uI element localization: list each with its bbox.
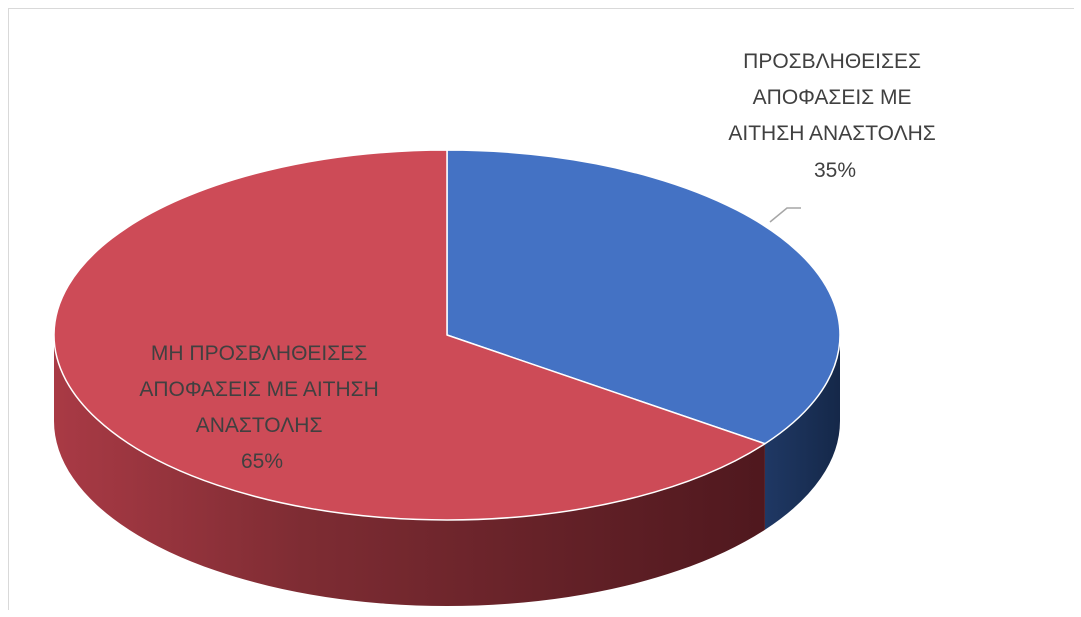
data-label-slice-2-line-2: ΑΠΟΦΑΣΕΙΣ ΜΕ ΑΙΤΗΣΗ [139, 378, 378, 401]
data-label-slice-2-percent: 65% [241, 450, 283, 473]
data-label-slice-1-percent: 35% [814, 159, 856, 182]
data-label-slice-2: ΜΗ ΠΡΟΣΒΛΗΘΕΙΣΕΣ ΑΠΟΦΑΣΕΙΣ ΜΕ ΑΙΤΗΣΗ ΑΝΑ… [139, 342, 384, 473]
pie-slice-2 [53, 149, 766, 521]
pie-side-1 [764, 335, 840, 530]
pie-slice-1 [446, 149, 841, 445]
data-label-slice-1-line-1: ΠΡΟΣΒΛΗΘΕΙΣΕΣ [743, 50, 921, 73]
data-label-slice-1-line-2: ΑΠΟΦΑΣΕΙΣ ΜΕ [753, 86, 912, 109]
data-label-slice-1-line-3: ΑΙΤΗΣΗ ΑΝΑΣΤΟΛΗΣ [728, 122, 935, 145]
pie-side-2 [54, 335, 765, 606]
data-label-slice-1: ΠΡΟΣΒΛΗΘΕΙΣΕΣ ΑΠΟΦΑΣΕΙΣ ΜΕ ΑΙΤΗΣΗ ΑΝΑΣΤΟ… [728, 50, 941, 182]
data-label-slice-2-line-1: ΜΗ ΠΡΟΣΒΛΗΘΕΙΣΕΣ [151, 342, 367, 365]
data-label-slice-2-line-3: ΑΝΑΣΤΟΛΗΣ [196, 414, 323, 437]
leader-line-slice-1 [769, 207, 801, 223]
pie-side-walls [54, 335, 840, 606]
pie-top-faces [53, 149, 841, 521]
